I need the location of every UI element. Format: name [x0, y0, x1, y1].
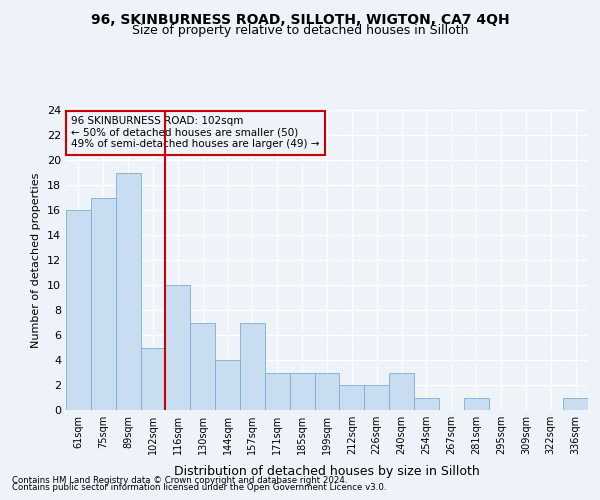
Bar	[66, 210, 91, 410]
Bar	[91, 198, 116, 410]
Bar	[340, 385, 364, 410]
Text: 96, SKINBURNESS ROAD, SILLOTH, WIGTON, CA7 4QH: 96, SKINBURNESS ROAD, SILLOTH, WIGTON, C…	[91, 12, 509, 26]
Bar	[389, 372, 414, 410]
Bar	[464, 398, 488, 410]
Bar	[190, 322, 215, 410]
Bar	[563, 398, 588, 410]
Bar	[314, 372, 340, 410]
Bar	[215, 360, 240, 410]
Bar	[116, 172, 140, 410]
Bar	[290, 372, 314, 410]
X-axis label: Distribution of detached houses by size in Silloth: Distribution of detached houses by size …	[174, 466, 480, 478]
Y-axis label: Number of detached properties: Number of detached properties	[31, 172, 41, 348]
Bar	[240, 322, 265, 410]
Bar	[364, 385, 389, 410]
Bar	[265, 372, 290, 410]
Text: 96 SKINBURNESS ROAD: 102sqm
← 50% of detached houses are smaller (50)
49% of sem: 96 SKINBURNESS ROAD: 102sqm ← 50% of det…	[71, 116, 320, 150]
Bar	[414, 398, 439, 410]
Text: Contains HM Land Registry data © Crown copyright and database right 2024.: Contains HM Land Registry data © Crown c…	[12, 476, 347, 485]
Bar	[140, 348, 166, 410]
Bar	[166, 285, 190, 410]
Text: Size of property relative to detached houses in Silloth: Size of property relative to detached ho…	[132, 24, 468, 37]
Text: Contains public sector information licensed under the Open Government Licence v3: Contains public sector information licen…	[12, 484, 386, 492]
